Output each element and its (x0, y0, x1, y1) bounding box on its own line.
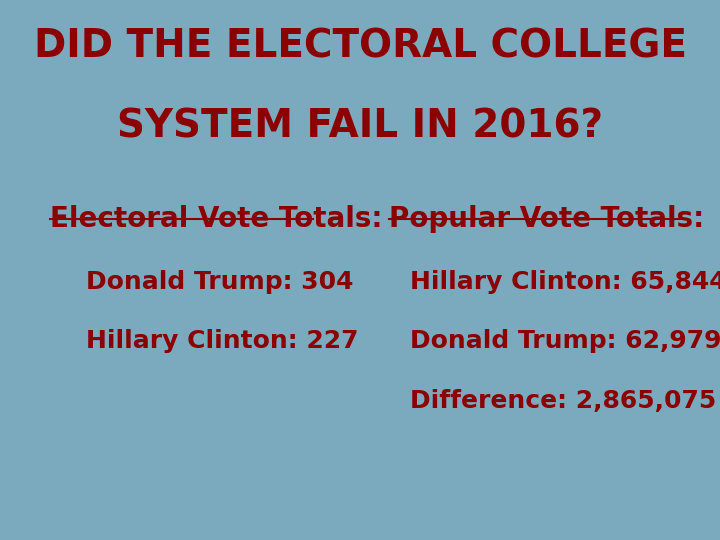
Text: Popular Vote Totals:: Popular Vote Totals: (389, 205, 704, 233)
Text: DID THE ELECTORAL COLLEGE: DID THE ELECTORAL COLLEGE (34, 27, 686, 65)
Text: SYSTEM FAIL IN 2016?: SYSTEM FAIL IN 2016? (117, 108, 603, 146)
Text: Donald Trump: 62,979,879: Donald Trump: 62,979,879 (410, 329, 720, 353)
Text: Hillary Clinton: 227: Hillary Clinton: 227 (86, 329, 359, 353)
Text: Hillary Clinton: 65,844,954: Hillary Clinton: 65,844,954 (410, 270, 720, 294)
Text: Donald Trump: 304: Donald Trump: 304 (86, 270, 354, 294)
Text: Electoral Vote Totals:: Electoral Vote Totals: (50, 205, 383, 233)
Text: Difference: 2,865,075: Difference: 2,865,075 (410, 389, 716, 413)
